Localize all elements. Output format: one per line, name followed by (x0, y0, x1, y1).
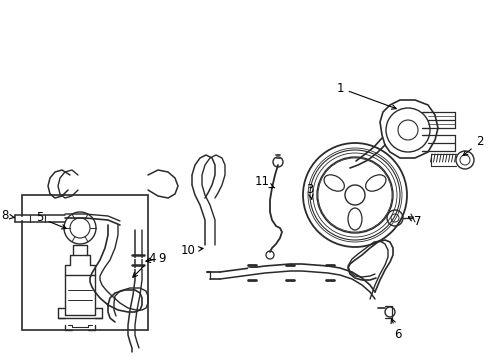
Text: 11: 11 (254, 175, 274, 189)
Text: 8: 8 (1, 210, 15, 222)
Text: 10: 10 (180, 243, 203, 256)
Text: 6: 6 (390, 319, 401, 342)
Text: 1: 1 (336, 81, 395, 109)
Text: 2: 2 (462, 135, 483, 156)
Text: 3: 3 (305, 184, 313, 199)
Text: 5: 5 (36, 211, 66, 229)
Text: 9: 9 (145, 252, 165, 265)
Bar (22, 195, 148, 330)
Text: 7: 7 (407, 216, 421, 229)
Text: 4: 4 (133, 252, 156, 277)
